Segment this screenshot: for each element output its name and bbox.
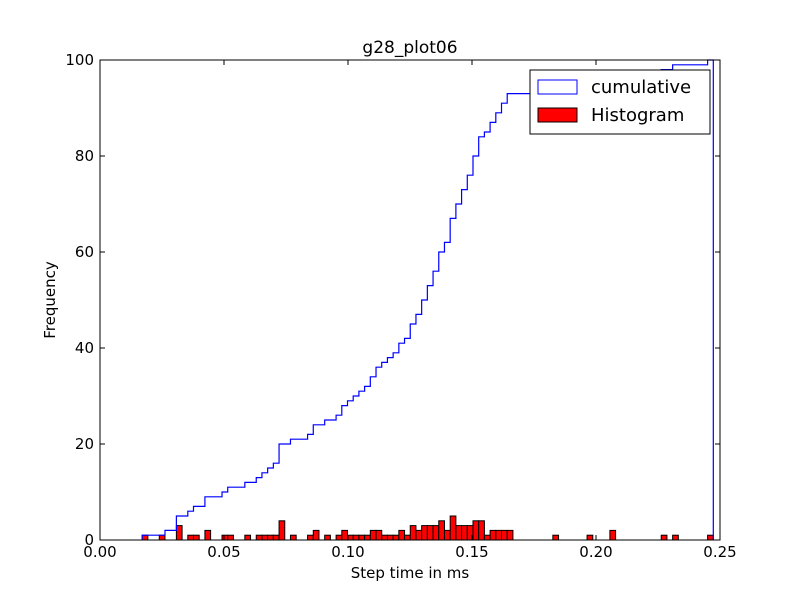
histogram-bar (609, 529, 617, 541)
x-tick-label: 0.20 (579, 543, 612, 561)
histogram-bar (478, 520, 485, 541)
histogram-bar (278, 520, 286, 541)
histogram-bar (586, 534, 594, 541)
y-tick-label: 60 (75, 243, 94, 261)
histogram-bar (289, 534, 297, 541)
histogram-bar (483, 534, 491, 541)
histogram-bar (501, 529, 508, 541)
axes-frame (99, 59, 721, 541)
histogram-bar (386, 534, 394, 541)
legend-swatch-cumulative (537, 79, 578, 95)
histogram-bar (307, 534, 314, 541)
histogram-bar (421, 525, 428, 541)
histogram-bar (312, 529, 320, 541)
histogram-bar (341, 529, 349, 541)
histogram-bar (443, 529, 451, 541)
legend-swatch-histogram (537, 107, 578, 123)
histogram-bar (324, 534, 331, 541)
histogram-bar (404, 534, 411, 541)
histogram-bar (392, 534, 400, 541)
histogram-bar (472, 520, 480, 541)
y-axis-label: Frequency (41, 261, 59, 339)
histogram-bar (552, 534, 560, 541)
histogram-bar (495, 529, 503, 541)
legend: cumulative Histogram (529, 69, 711, 135)
histogram-bar (438, 520, 445, 541)
x-tick-label: 0.25 (703, 543, 736, 561)
histogram-bar (158, 534, 166, 541)
y-tick-label: 20 (75, 435, 94, 453)
histogram-bar (426, 525, 434, 541)
histogram-bar (227, 534, 234, 541)
y-tick-label: 80 (75, 147, 94, 165)
histogram-bar (244, 534, 252, 541)
x-axis-label: Step time in ms (351, 564, 470, 582)
legend-label-cumulative: cumulative (591, 77, 691, 98)
chart-title: g28_plot06 (362, 38, 457, 58)
histogram-bar (364, 534, 371, 541)
legend-label-histogram: Histogram (591, 105, 684, 126)
histogram-bar (192, 534, 200, 541)
histogram-bar (267, 534, 274, 541)
histogram-bar (415, 529, 423, 541)
histogram-bar (272, 534, 280, 541)
histogram-bar (221, 534, 229, 541)
histogram-bar (141, 534, 149, 541)
histogram-bar (375, 529, 383, 541)
y-tick-label: 100 (65, 51, 94, 69)
plot-area (99, 59, 721, 541)
histogram-bar (261, 534, 269, 541)
histogram-bar (358, 534, 366, 541)
histogram-bar (409, 525, 417, 541)
histogram-bar (175, 525, 183, 541)
histogram-bar (672, 534, 679, 541)
histogram-bar (432, 525, 440, 541)
axis-ticks: 0.00 0.05 0.10 0.15 0.20 0.25 0 20 40 60 80 100 (65, 51, 736, 561)
histogram-bar (707, 534, 714, 541)
histogram-bar (455, 525, 463, 541)
histogram-bar (660, 534, 668, 541)
histogram-bar (335, 534, 343, 541)
y-tick-label: 0 (84, 531, 94, 549)
x-tick-label: 0.05 (207, 543, 240, 561)
x-tick-label: 0.00 (83, 543, 116, 561)
cumulative-step-line (141, 59, 714, 540)
histogram-bar (187, 534, 194, 541)
histogram-bar (204, 529, 212, 541)
histogram-bar (381, 534, 388, 541)
histogram-bar (461, 525, 468, 541)
y-tick-label: 40 (75, 339, 94, 357)
histogram-bar (369, 529, 377, 541)
histogram-bar (255, 534, 263, 541)
histogram-bar (449, 515, 457, 541)
histogram-bar (506, 529, 514, 541)
histogram-bar (489, 529, 497, 541)
histogram-bar (398, 529, 406, 541)
x-tick-label: 0.15 (455, 543, 488, 561)
x-tick-label: 0.10 (331, 543, 364, 561)
histogram-bar (352, 534, 360, 541)
